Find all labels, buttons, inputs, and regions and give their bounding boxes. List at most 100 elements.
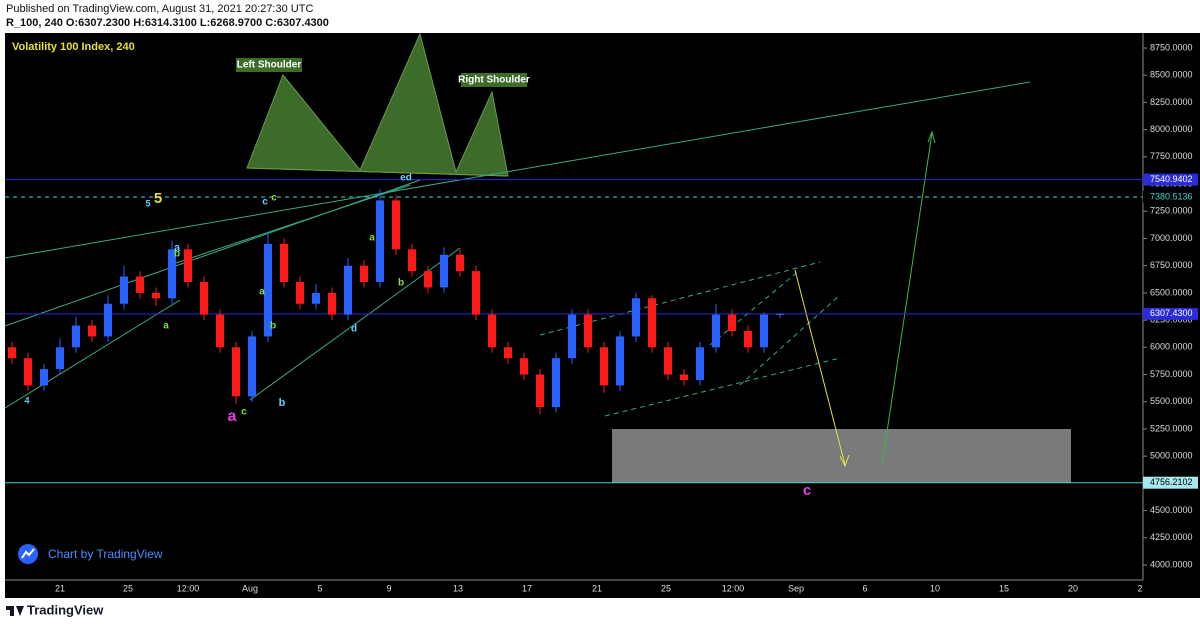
arrow-head [927,130,936,144]
candle-body [600,347,608,386]
candle-body [616,336,624,386]
brand: TradingView [27,602,104,617]
annotation: a [259,287,265,298]
candle-body [312,292,320,304]
candle-body [776,313,784,315]
candle-body [120,276,128,304]
candle-body [568,314,576,359]
candle-body [136,276,144,293]
candle-body [152,292,160,299]
y-tick-label: 4250.0000 [1150,532,1193,542]
candle-body [216,314,224,348]
candle-body [408,249,416,272]
candle-body [200,282,208,315]
annotation-box [461,73,527,87]
candle-body [760,314,768,348]
price-label-box [1143,476,1198,489]
x-tick-label: 15 [999,583,1009,593]
price-label: 7380.5136 [1150,191,1193,201]
annotation: Right Shoulder [458,75,530,86]
candle-body [424,271,432,288]
annotation: ed [400,173,412,184]
drawings [4,32,1071,483]
x-tick-label: 13 [453,583,463,593]
y-tick-label: 4000.0000 [1150,559,1193,569]
trendline [169,184,411,266]
candle-body [584,314,592,348]
candle-body [392,200,400,250]
annotation: a [174,242,181,254]
candle-body [184,249,192,283]
y-tick-label: 8250.0000 [1150,97,1193,107]
x-tick-label: 25 [661,583,671,593]
y-tick-label: 4500.0000 [1150,505,1193,515]
annotation: c [241,407,247,418]
y-tick-label: 8500.0000 [1150,70,1193,80]
annotation: c [271,193,277,204]
arrow [794,269,846,466]
watermark: Chart by TradingView [48,547,163,561]
price-label: 6307.4300 [1150,308,1193,318]
head-shoulders [246,32,509,177]
candle-body [104,303,112,337]
arrow-head [839,454,850,468]
x-tick-label: 21 [592,583,602,593]
annotation: a [369,233,375,244]
candle-body [664,347,672,375]
candle-body [72,325,80,348]
annotation: b [398,278,404,289]
plot-area [5,33,1200,598]
annotation: 5 [154,190,162,207]
candle-body [536,374,544,408]
annotation: a [163,321,169,332]
y-tick-label: 5000.0000 [1150,451,1193,461]
candle-body [520,358,528,375]
candle-body [632,298,640,337]
channel [604,357,841,417]
candle-body [232,347,240,397]
annotation: c [262,197,268,208]
price-label-box [1143,307,1198,320]
y-tick-label: 8000.0000 [1150,124,1193,134]
candle-body [360,265,368,283]
candle-body [488,314,496,348]
candle-body [264,243,272,337]
candle-body [744,330,752,348]
x-tick-label: 2 [1137,583,1142,593]
candle-body [8,347,16,359]
brand-logo [6,606,24,616]
candle-body [40,369,48,386]
y-tick-label: 6000.0000 [1150,342,1193,352]
x-tick-label: 5 [317,583,322,593]
price-label-box [1143,191,1198,204]
candle-body [328,292,336,315]
candle-body [296,282,304,304]
candle-body [248,336,256,397]
candle-body [440,254,448,288]
y-tick-label: 5250.0000 [1150,423,1193,433]
annotation-box [236,58,302,72]
annotation: b [279,397,286,409]
annotation: b [174,249,180,260]
candle-body [24,358,32,386]
published-line: Published on TradingView.com, August 31,… [6,3,313,15]
x-tick-label: Sep [788,583,804,593]
target-zone [612,429,1071,483]
x-tick-label: Aug [242,583,258,593]
y-tick-label: 5500.0000 [1150,396,1193,406]
annotation: d [351,324,357,335]
trendline [4,299,181,409]
arrow [881,132,933,466]
chart-title: Volatility 100 Index, 240 [12,41,135,53]
x-tick-label: 21 [55,583,65,593]
annotation: 5 [145,198,150,208]
price-label: 4756.2102 [1150,477,1193,487]
x-tick-label: 12:00 [177,583,200,593]
neckline [246,167,509,177]
candle-body [456,254,464,272]
y-tick-label: 7000.0000 [1150,233,1193,243]
y-tick-label: 6750.0000 [1150,260,1193,270]
y-tick-label: 6500.0000 [1150,287,1193,297]
